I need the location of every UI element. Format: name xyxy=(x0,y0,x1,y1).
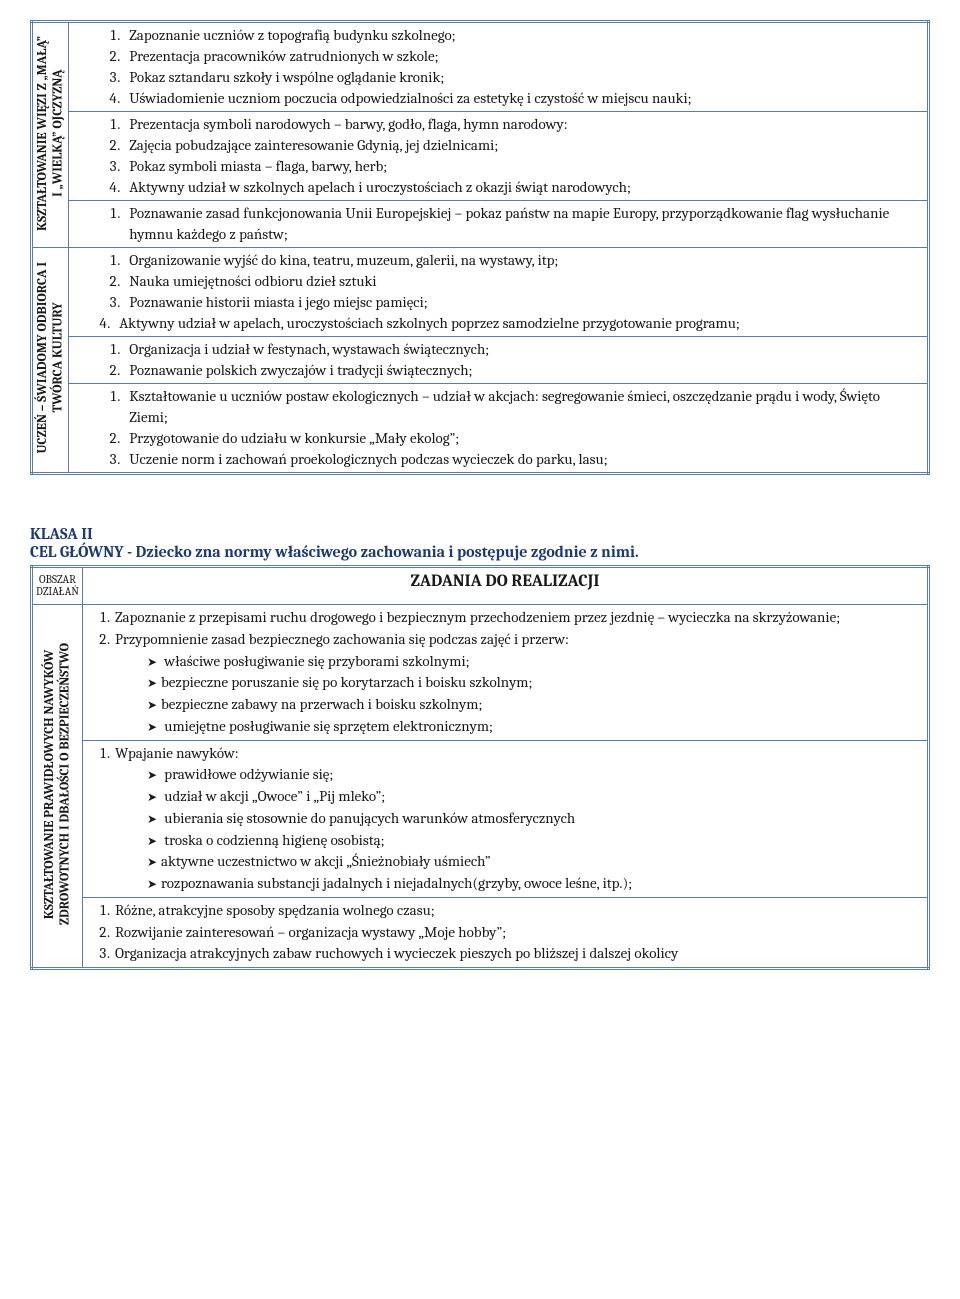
numbered-list: Zapoznanie uczniów z topografią budynku … xyxy=(77,25,919,109)
content-block: Kształtowanie u uczniów postaw ekologicz… xyxy=(69,384,929,474)
content-block: Prezentacja symboli narodowych – barwy, … xyxy=(69,112,929,201)
numbered-list: Wpajanie nawyków: prawidłowe odżywianie … xyxy=(91,743,919,895)
sub-item: umiejętne posługiwanie się sprzętem elek… xyxy=(145,716,919,738)
numbered-list: Różne, atrakcyjne sposoby spędzania woln… xyxy=(91,900,919,965)
col1-header-cell: OBSZAR DZIAŁAŃ xyxy=(32,567,83,605)
row-header-kultura: UCZEŃ – ŚWIADOMY ODBIORCA I TWÓRCA KULTU… xyxy=(32,248,69,474)
class-heading: KLASA II CEL GŁÓWNY - Dziecko zna normy … xyxy=(30,525,930,561)
row-header-ojczyzna: KSZTAŁTOWANIE WIĘZI Z „MAŁĄ” I „WIELKĄ” … xyxy=(32,22,69,248)
list-item: Rozwijanie zainteresowań – organizacja w… xyxy=(113,922,919,944)
list-item: Pokaz symboli miasta – flaga, barwy, her… xyxy=(123,156,919,177)
sub-item: aktywne uczestnictwo w akcji „Śnieżnobia… xyxy=(145,851,919,873)
list-item: Uczenie norm i zachowań proekologicznych… xyxy=(123,449,919,470)
list-item: Organizacja i udział w festynach, wystaw… xyxy=(123,339,919,360)
goal-text: Dziecko zna normy właściwego zachowania … xyxy=(136,543,639,561)
list-item: Organizacja atrakcyjnych zabaw ruchowych… xyxy=(113,943,919,965)
numbered-list: Zapoznanie z przepisami ruchu drogowego … xyxy=(91,607,919,738)
sub-item: bezpieczne poruszanie się po korytarzach… xyxy=(145,672,919,694)
list-item: Przygotowanie do udziału w konkursie „Ma… xyxy=(123,428,919,449)
numbered-list: Poznawanie zasad funkcjonowania Unii Eur… xyxy=(77,203,919,245)
numbered-list: Kształtowanie u uczniów postaw ekologicz… xyxy=(77,386,919,470)
sub-list: prawidłowe odżywianie się; udział w akcj… xyxy=(115,764,919,895)
content-block: Zapoznanie z przepisami ruchu drogowego … xyxy=(82,605,928,741)
list-item: Poznawanie zasad funkcjonowania Unii Eur… xyxy=(123,203,919,245)
content-block: Organizacja i udział w festynach, wystaw… xyxy=(69,337,929,384)
list-item: Aktywny udział w szkolnych apelach i uro… xyxy=(123,177,919,198)
sub-item: ubierania się stosownie do panujących wa… xyxy=(145,808,919,830)
numbered-list: Prezentacja symboli narodowych – barwy, … xyxy=(77,114,919,198)
list-item: Pokaz sztandaru szkoły i wspólne oglądan… xyxy=(123,67,919,88)
sub-item: rozpoznawania substancji jadalnych i nie… xyxy=(145,873,919,895)
list-item: Różne, atrakcyjne sposoby spędzania woln… xyxy=(113,900,919,922)
list-item: Nauka umiejętności odbioru dzieł sztuki xyxy=(123,271,919,292)
sub-item: właściwe posługiwanie się przyborami szk… xyxy=(145,651,919,673)
list-item: Zajęcia pobudzające zainteresowanie Gdyn… xyxy=(123,135,919,156)
sub-item: prawidłowe odżywianie się; xyxy=(145,764,919,786)
sub-item: bezpieczne zabawy na przerwach i boisku … xyxy=(145,694,919,716)
list-item: Prezentacja pracowników zatrudnionych w … xyxy=(123,46,919,67)
content-block: Organizowanie wyjść do kina, teatru, muz… xyxy=(69,248,929,337)
list-item: Zapoznanie uczniów z topografią budynku … xyxy=(123,25,919,46)
col2-header: ZADANIA DO REALIZACJI xyxy=(410,572,599,591)
content-block: Zapoznanie uczniów z topografią budynku … xyxy=(69,22,929,112)
numbered-list: Organizowanie wyjść do kina, teatru, muz… xyxy=(77,250,919,334)
list-item: Prezentacja symboli narodowych – barwy, … xyxy=(123,114,919,135)
content-block: Różne, atrakcyjne sposoby spędzania woln… xyxy=(82,897,928,968)
list-item: Zapoznanie z przepisami ruchu drogowego … xyxy=(113,607,919,629)
list-item: Kształtowanie u uczniów postaw ekologicz… xyxy=(123,386,919,428)
table-section-2: OBSZAR DZIAŁAŃ ZADANIA DO REALIZACJI KSZ… xyxy=(30,565,930,970)
list-item: Przypomnienie zasad bezpiecznego zachowa… xyxy=(113,629,919,738)
sub-list: właściwe posługiwanie się przyborami szk… xyxy=(115,651,919,738)
list-item: Organizowanie wyjść do kina, teatru, muz… xyxy=(123,250,919,271)
list-item: Uświadomienie uczniom poczucia odpowiedz… xyxy=(123,88,919,109)
row-header-zdrowie: KSZTAŁTOWANIE PRAWIDŁOWYCH NAWYKÓW ZDROW… xyxy=(32,605,83,969)
list-item: Poznawanie historii miasta i jego miejsc… xyxy=(123,292,919,313)
list-item: Aktywny udział w apelach, uroczystościac… xyxy=(113,313,919,334)
col1-header: OBSZAR DZIAŁAŃ xyxy=(35,570,80,602)
numbered-list: Organizacja i udział w festynach, wystaw… xyxy=(77,339,919,381)
list-item: Poznawanie polskich zwyczajów i tradycji… xyxy=(123,360,919,381)
content-block: Poznawanie zasad funkcjonowania Unii Eur… xyxy=(69,201,929,248)
col2-header-cell: ZADANIA DO REALIZACJI xyxy=(82,567,928,605)
sub-item: troska o codzienną higienę osobistą; xyxy=(145,830,919,852)
class-label: KLASA II xyxy=(30,525,93,543)
content-block: Wpajanie nawyków: prawidłowe odżywianie … xyxy=(82,740,928,897)
table-section-1: KSZTAŁTOWANIE WIĘZI Z „MAŁĄ” I „WIELKĄ” … xyxy=(30,20,930,475)
list-item: Wpajanie nawyków: prawidłowe odżywianie … xyxy=(113,743,919,895)
goal-label: CEL GŁÓWNY - xyxy=(30,543,136,561)
sub-item: udział w akcji „Owoce” i „Pij mleko”; xyxy=(145,786,919,808)
